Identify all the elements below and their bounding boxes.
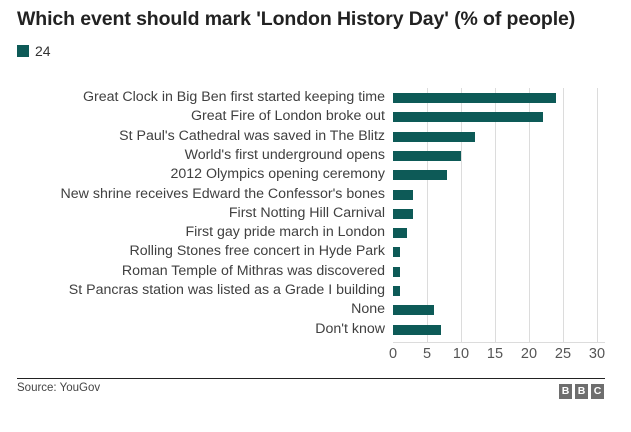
x-tick-label: 15 bbox=[486, 346, 504, 362]
footer-rule bbox=[17, 378, 605, 379]
category-label: World's first underground opens bbox=[184, 146, 385, 163]
bar bbox=[393, 170, 448, 181]
bar-row: St Paul's Cathedral was saved in The Bli… bbox=[0, 127, 631, 146]
category-label: Roman Temple of Mithras was discovered bbox=[121, 262, 385, 279]
x-tick-label: 30 bbox=[588, 346, 606, 362]
bar-row: St Pancras station was listed as a Grade… bbox=[0, 281, 631, 300]
bar-row: World's first underground opens bbox=[0, 146, 631, 165]
bar-row: Rolling Stones free concert in Hyde Park bbox=[0, 242, 631, 261]
x-axis-line bbox=[393, 342, 605, 343]
gridline bbox=[597, 88, 598, 342]
x-tick-label: 25 bbox=[554, 346, 572, 362]
gridline bbox=[461, 88, 462, 342]
bar-row: None bbox=[0, 300, 631, 319]
bar-row: 2012 Olympics opening ceremony bbox=[0, 165, 631, 184]
category-label: Don't know bbox=[315, 320, 385, 337]
plot-area: Great Clock in Big Ben first started kee… bbox=[0, 88, 631, 342]
source-note: Source: YouGov bbox=[17, 382, 101, 394]
category-label: New shrine receives Edward the Confessor… bbox=[60, 185, 385, 202]
legend: 24 bbox=[17, 43, 51, 59]
bbc-logo: B B C bbox=[559, 384, 604, 399]
x-tick-label: 5 bbox=[422, 346, 432, 362]
bar-row: First Notting Hill Carnival bbox=[0, 204, 631, 223]
bar bbox=[393, 131, 475, 142]
category-label: First Notting Hill Carnival bbox=[228, 204, 385, 221]
category-label: 2012 Olympics opening ceremony bbox=[170, 166, 385, 183]
bar bbox=[393, 305, 434, 316]
bar bbox=[393, 324, 441, 335]
bbc-logo-c: C bbox=[591, 384, 604, 399]
x-tick-label: 0 bbox=[388, 346, 398, 362]
bar bbox=[393, 286, 400, 296]
chart-title: Which event should mark 'London History … bbox=[17, 8, 576, 30]
bar bbox=[393, 150, 461, 161]
category-label: St Paul's Cathedral was saved in The Bli… bbox=[119, 127, 385, 144]
bar-row: Great Fire of London broke out bbox=[0, 107, 631, 126]
gridline bbox=[563, 88, 564, 342]
x-tick-label: 20 bbox=[520, 346, 538, 362]
bar-row: New shrine receives Edward the Confessor… bbox=[0, 185, 631, 204]
bar bbox=[393, 228, 407, 239]
category-label: First gay pride march in London bbox=[185, 224, 385, 241]
bar-row: Great Clock in Big Ben first started kee… bbox=[0, 88, 631, 107]
bbc-logo-b1: B bbox=[559, 384, 572, 399]
category-label: Rolling Stones free concert in Hyde Park bbox=[129, 243, 386, 260]
category-label: Great Fire of London broke out bbox=[190, 108, 385, 125]
gridline bbox=[529, 88, 530, 342]
bar-row: First gay pride march in London bbox=[0, 223, 631, 242]
bar bbox=[393, 189, 414, 200]
x-tick-label: 10 bbox=[452, 346, 470, 362]
gridline bbox=[495, 88, 496, 342]
bar-row: Don't know bbox=[0, 320, 631, 339]
bar-row: Roman Temple of Mithras was discovered bbox=[0, 262, 631, 281]
category-label: St Pancras station was listed as a Grade… bbox=[68, 282, 385, 298]
legend-label: 24 bbox=[35, 43, 51, 59]
legend-swatch bbox=[17, 45, 29, 57]
bar bbox=[393, 266, 400, 277]
category-label: Great Clock in Big Ben first started kee… bbox=[82, 89, 385, 105]
bar bbox=[393, 247, 400, 258]
bbc-logo-b2: B bbox=[575, 384, 588, 399]
gridline bbox=[427, 88, 428, 342]
bar bbox=[393, 112, 543, 123]
bar bbox=[393, 208, 414, 219]
category-label: None bbox=[351, 301, 385, 318]
bar bbox=[393, 93, 557, 103]
